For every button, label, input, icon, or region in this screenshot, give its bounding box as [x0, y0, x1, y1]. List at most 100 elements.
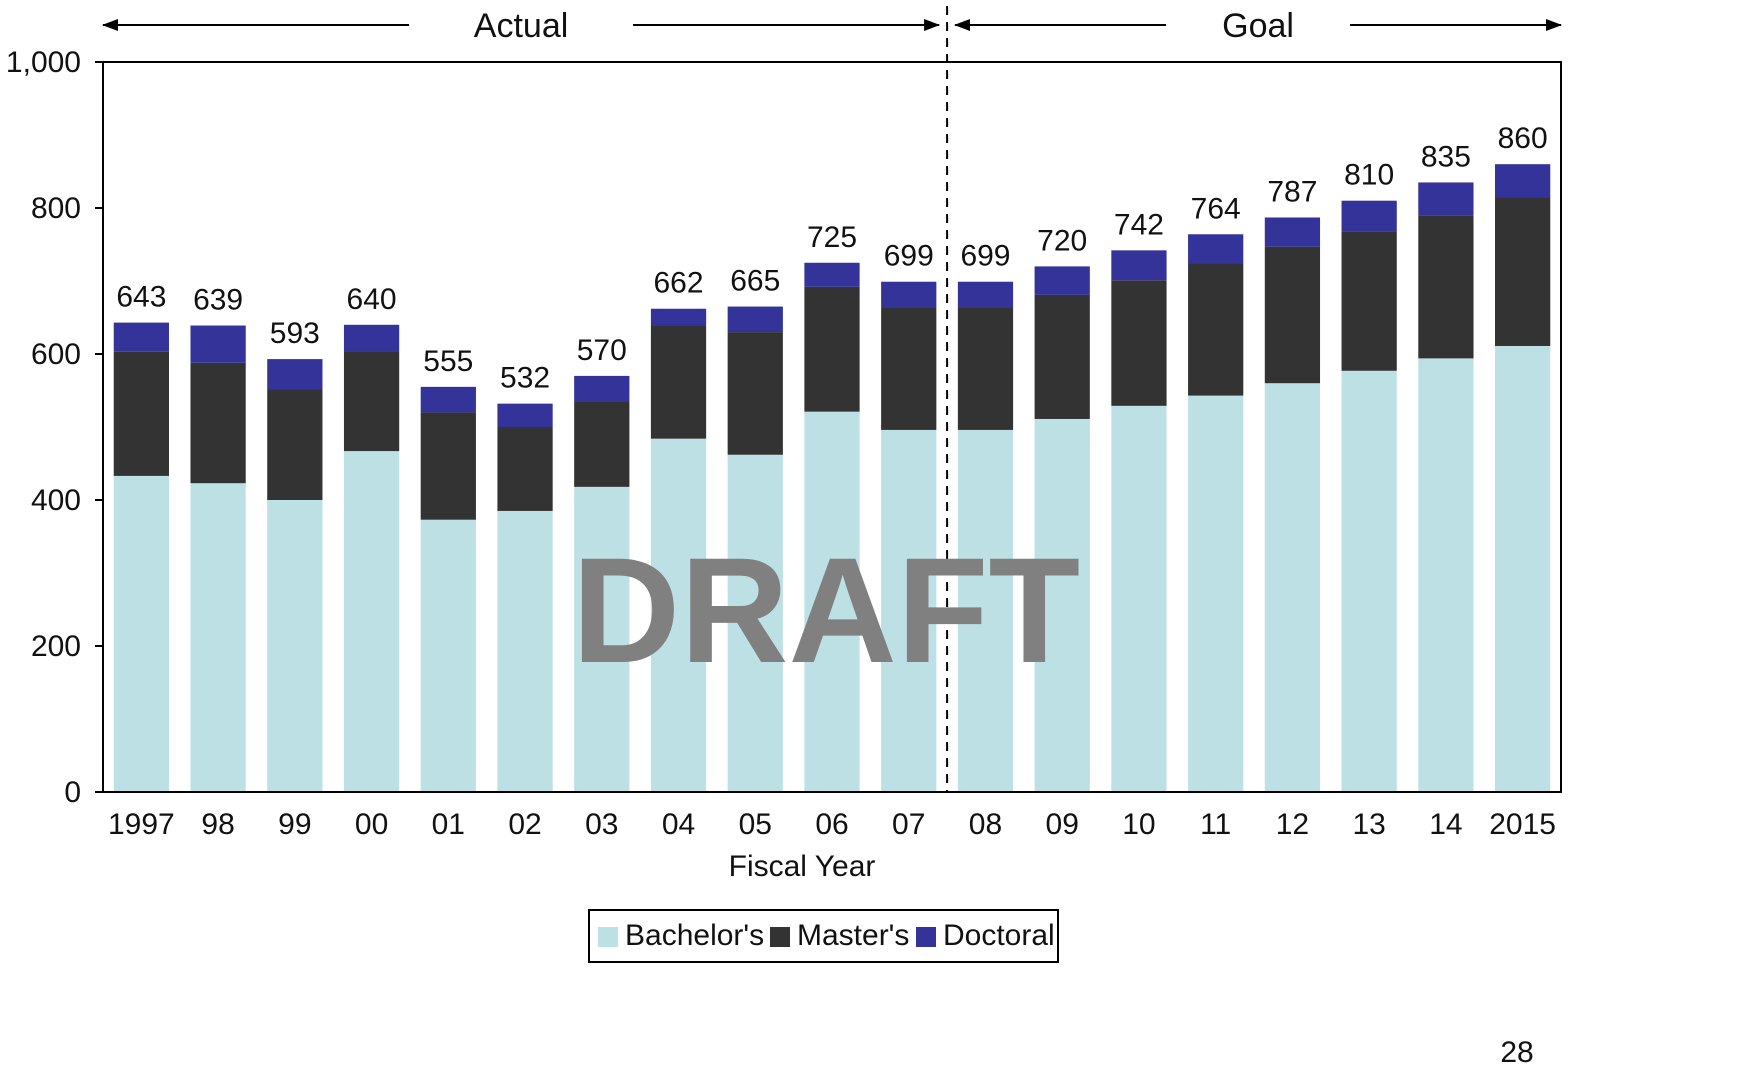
bar-total-label: 787: [1267, 175, 1317, 208]
bar-segment-bachelors: [113, 475, 169, 792]
bar-segment-bachelors: [420, 519, 476, 792]
bar-segment-doctoral: [881, 281, 937, 309]
bar-segment-masters: [1264, 246, 1321, 384]
bar-segment-masters: [343, 351, 400, 452]
x-tick-label: 11: [1200, 808, 1231, 841]
bar-total-label: 699: [884, 240, 934, 273]
period-annotations: Actual Goal: [102, 6, 1562, 792]
bar-total-label: 639: [193, 284, 243, 317]
x-tick-label: 04: [662, 808, 695, 841]
legend-label: Master's: [797, 919, 909, 952]
bar-segment-bachelors: [1034, 418, 1090, 792]
bar-total-label: 665: [730, 265, 780, 298]
bar-total-label: 593: [270, 317, 320, 350]
x-tick-label: 99: [278, 808, 311, 841]
y-tick-label: 200: [31, 630, 81, 663]
bar-segment-doctoral: [343, 324, 400, 352]
x-tick-label: 1997: [108, 808, 175, 841]
period-label: Goal: [1222, 7, 1294, 45]
bar-segment-doctoral: [190, 325, 246, 363]
bar-total-label: 640: [347, 283, 397, 316]
y-axis: 0 200 400 600 800 1,000: [6, 46, 103, 809]
legend-label: Bachelor's: [625, 919, 764, 952]
bar-total-label: 860: [1498, 122, 1548, 155]
x-tick-label: 07: [892, 808, 925, 841]
period-label: Actual: [474, 7, 569, 45]
bar-total-label: 720: [1037, 224, 1087, 257]
x-tick-label: 09: [1046, 808, 1079, 841]
x-tick-label: 02: [508, 808, 541, 841]
bar-segment-masters: [1034, 294, 1090, 419]
x-tick-label: 98: [201, 808, 234, 841]
bar-segment-doctoral: [727, 306, 783, 333]
x-tick-label: 2015: [1489, 808, 1556, 841]
bar-segment-bachelors: [804, 411, 860, 792]
bar-segment-bachelors: [1188, 395, 1244, 792]
bar-segment-doctoral: [1418, 182, 1474, 216]
bar-segment-bachelors: [1341, 370, 1397, 792]
bar-segment-doctoral: [1188, 234, 1244, 264]
plot-frame: [102, 61, 1562, 793]
bar-segment-masters: [1111, 280, 1167, 406]
bar-segment-bachelors: [881, 429, 937, 792]
legend-swatch: [598, 927, 618, 947]
bar-segment-doctoral: [650, 308, 707, 326]
bar-segment-bachelors: [497, 510, 553, 792]
bar-total-label: 555: [423, 345, 473, 378]
x-tick-label: 06: [815, 808, 848, 841]
x-tick-label: 12: [1276, 808, 1309, 841]
bar-segment-bachelors: [727, 454, 783, 792]
bar-segment-bachelors: [574, 486, 630, 792]
bar-segment-doctoral: [957, 281, 1014, 309]
bar-segment-masters: [957, 308, 1014, 430]
bar-segment-masters: [574, 401, 630, 487]
y-tick-label: 0: [64, 776, 81, 809]
bar-segment-masters: [1418, 215, 1474, 359]
bar-segment-bachelors: [1111, 405, 1167, 792]
legend: Bachelor's Master's Doctoral: [588, 909, 1059, 963]
legend-swatch: [770, 927, 790, 947]
x-tick-label: 10: [1122, 808, 1155, 841]
bar-segment-masters: [650, 325, 707, 439]
bar-segment-doctoral: [497, 403, 553, 427]
bar-total-label: 764: [1191, 192, 1241, 225]
y-tick-label: 600: [31, 338, 81, 371]
bar-segment-masters: [1188, 263, 1244, 396]
bar-segment-masters: [420, 412, 476, 520]
bar-total-label: 570: [577, 334, 627, 367]
x-tick-label: 13: [1352, 808, 1385, 841]
bar-segment-doctoral: [1111, 250, 1167, 281]
legend-box: [588, 909, 1059, 963]
x-tick-label: 03: [585, 808, 618, 841]
x-tick-label: 08: [969, 808, 1002, 841]
draft-watermark: DRAFT: [572, 526, 1080, 694]
x-tick-label: 01: [432, 808, 465, 841]
bars: [113, 164, 1551, 792]
bar-segment-doctoral: [267, 359, 323, 390]
x-tick-label: 00: [355, 808, 388, 841]
bar-segment-masters: [804, 286, 860, 412]
legend-label: Doctoral: [943, 919, 1055, 952]
bar-segment-doctoral: [1495, 164, 1551, 198]
bar-total-label: 725: [807, 221, 857, 254]
bar-segment-masters: [1495, 197, 1551, 346]
bar-segment-masters: [1341, 231, 1397, 371]
bar-total-label: 532: [500, 362, 550, 395]
bar-total-label: 699: [960, 240, 1010, 273]
bar-segment-doctoral: [804, 262, 860, 287]
bar-segment-bachelors: [957, 429, 1014, 792]
bar-segment-bachelors: [343, 451, 400, 792]
page-number: 28: [1500, 1036, 1533, 1069]
bar-segment-bachelors: [1264, 383, 1321, 792]
bar-total-label: 742: [1114, 208, 1164, 241]
bar-segment-bachelors: [650, 438, 707, 792]
y-tick-label: 1,000: [6, 46, 81, 79]
value-labels: 643 639 593 640 555 532 570 662 665 725 699 699 720 7…: [116, 122, 1547, 394]
bar-segment-doctoral: [113, 322, 169, 352]
bar-total-label: 643: [116, 281, 166, 314]
bar-segment-masters: [190, 362, 246, 484]
y-tick-label: 800: [31, 192, 81, 225]
bar-segment-doctoral: [420, 386, 476, 413]
bar-segment-doctoral: [1264, 217, 1321, 247]
